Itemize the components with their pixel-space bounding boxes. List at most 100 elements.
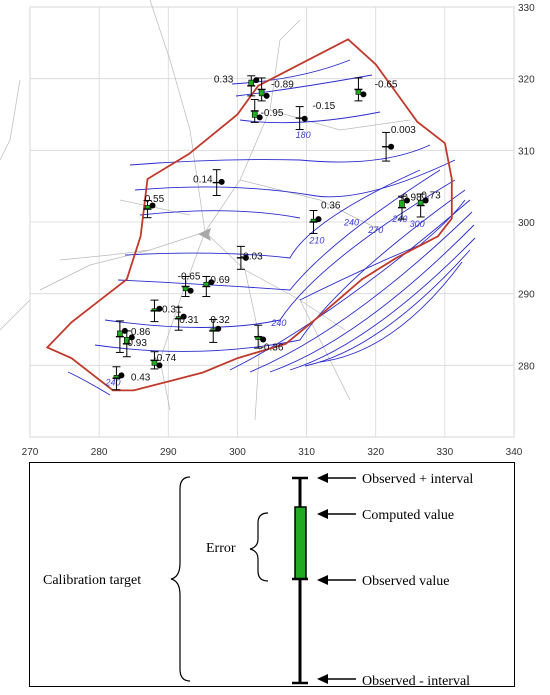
error-value-label: 0.33 bbox=[214, 74, 234, 85]
road-line bbox=[0, 79, 21, 161]
calibration-target bbox=[115, 320, 128, 353]
road-line bbox=[244, 269, 261, 421]
calibration-targets bbox=[112, 75, 429, 391]
x-tick-label: 330 bbox=[437, 447, 454, 458]
arrow-observed-icon bbox=[317, 575, 356, 585]
road-network bbox=[0, 0, 411, 421]
error-value-label: -0.65 bbox=[178, 271, 201, 282]
contour-line bbox=[269, 224, 475, 373]
calibration-brace-icon bbox=[170, 476, 191, 682]
contour-line bbox=[231, 59, 351, 85]
road-line bbox=[159, 231, 206, 411]
error-value-label: 0.36 bbox=[321, 200, 341, 211]
error-value-label: -0.95 bbox=[261, 108, 284, 119]
calibration-target bbox=[354, 77, 367, 102]
error-bar-fill bbox=[294, 506, 307, 580]
map-grid bbox=[29, 6, 515, 438]
calibration-target bbox=[209, 318, 222, 343]
well-point bbox=[156, 305, 163, 312]
x-tick-label: 320 bbox=[367, 447, 384, 458]
arrow-observed-minus-icon bbox=[317, 674, 356, 684]
error-value-label: 0.86 bbox=[131, 327, 151, 338]
calibration-target bbox=[181, 275, 194, 298]
label-observed-minus: Observed - interval bbox=[362, 674, 470, 688]
contour-label: 270 bbox=[367, 225, 383, 235]
contour-line bbox=[319, 261, 463, 363]
x-tick-label: 270 bbox=[22, 447, 39, 458]
error-value-label: 0.31 bbox=[179, 315, 199, 326]
contour-label: 240 bbox=[270, 318, 286, 328]
well-point bbox=[301, 115, 308, 122]
road-line bbox=[239, 179, 381, 231]
x-tick-label: 310 bbox=[298, 447, 315, 458]
error-value-label: 0.69 bbox=[210, 275, 230, 286]
calibration-target bbox=[416, 193, 429, 218]
well-point bbox=[360, 91, 367, 98]
calibration-target bbox=[236, 245, 249, 270]
well-point bbox=[422, 197, 429, 204]
x-tick-label: 290 bbox=[160, 447, 177, 458]
error-value-label: 0.32 bbox=[210, 315, 230, 326]
calibration-target bbox=[250, 98, 263, 123]
calibration-target bbox=[382, 131, 395, 162]
well-point bbox=[187, 287, 194, 294]
well-point bbox=[215, 325, 222, 332]
contour-line bbox=[304, 249, 471, 367]
calibration-target bbox=[254, 324, 267, 349]
road-line bbox=[299, 299, 351, 401]
x-axis-tick-labels: 270 280 290 300 310 320 330 340 bbox=[22, 447, 523, 458]
error-value-label: -0.15 bbox=[312, 101, 335, 112]
x-tick-label: 340 bbox=[506, 447, 523, 458]
well-point bbox=[403, 197, 410, 204]
arrow-observed-plus-icon bbox=[317, 473, 356, 483]
well-point bbox=[256, 114, 263, 121]
error-value-label: -0.98 bbox=[399, 193, 422, 204]
calibration-target bbox=[212, 169, 225, 196]
target-error-fill bbox=[248, 79, 255, 87]
calibration-target bbox=[174, 306, 187, 331]
calibration-target bbox=[247, 75, 260, 97]
road-line bbox=[59, 249, 151, 261]
contour-label: 240 bbox=[343, 218, 359, 228]
error-value-label: 0.14 bbox=[193, 175, 213, 186]
target-error-fill bbox=[258, 89, 265, 97]
contour-label: 210 bbox=[308, 236, 324, 246]
contour-line bbox=[94, 189, 466, 352]
road-line bbox=[0, 299, 31, 331]
label-observed-value: Observed value bbox=[362, 574, 449, 589]
well-point bbox=[218, 178, 225, 185]
y-tick-label: 310 bbox=[518, 146, 535, 157]
x-tick-label: 300 bbox=[229, 447, 246, 458]
target-error-fill bbox=[355, 89, 362, 95]
contour-line bbox=[299, 199, 466, 301]
contour-line bbox=[124, 169, 421, 259]
y-tick-label: 320 bbox=[518, 75, 535, 86]
contour-line bbox=[134, 159, 456, 198]
contour-label: 180 bbox=[296, 130, 311, 140]
error-labels: 0.33 -0.89 -0.95 -0.15 -0.65 0.003 -0.98 0.73 0.… bbox=[127, 74, 441, 383]
well-point bbox=[315, 216, 322, 223]
error-value-label: -0.03 bbox=[240, 251, 263, 262]
label-computed-value: Computed value bbox=[362, 508, 454, 523]
calibration-target bbox=[143, 200, 156, 219]
label-error: Error bbox=[206, 541, 236, 556]
well-point bbox=[263, 92, 270, 99]
contour-line bbox=[67, 371, 111, 396]
contour-line bbox=[229, 199, 471, 371]
contour-line bbox=[249, 211, 473, 373]
model-boundary bbox=[45, 38, 453, 392]
well-point bbox=[149, 202, 156, 209]
contour-line bbox=[129, 144, 431, 166]
error-value-label: 0.43 bbox=[131, 372, 151, 383]
y-tick-label: 280 bbox=[518, 361, 535, 372]
label-observed-plus: Observed + interval bbox=[362, 472, 473, 487]
error-value-label: -0.65 bbox=[375, 79, 398, 90]
contour-line bbox=[117, 169, 441, 291]
error-value-label: 0.31 bbox=[162, 304, 182, 315]
well-point bbox=[253, 77, 260, 84]
contour-line bbox=[139, 210, 301, 219]
road-line bbox=[269, 109, 411, 131]
calibration-target bbox=[112, 366, 125, 391]
road-line bbox=[119, 199, 191, 216]
